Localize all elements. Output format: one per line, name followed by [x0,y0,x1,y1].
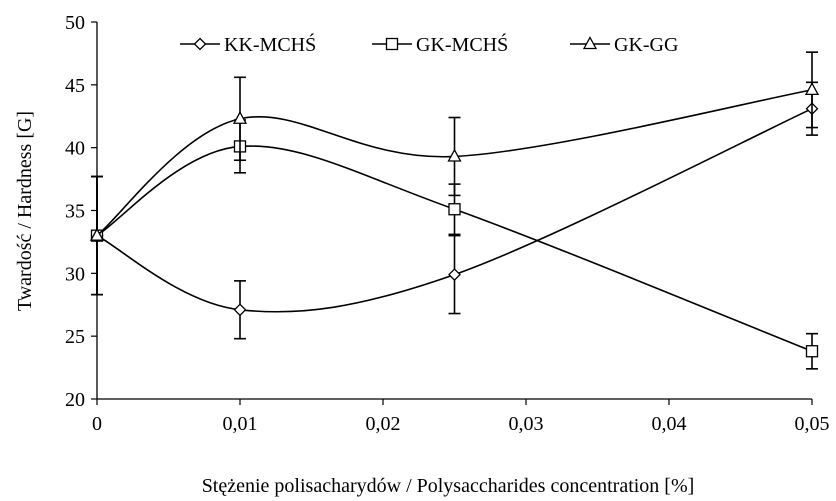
y-tick-label: 40 [65,138,85,160]
x-tick-label: 0,01 [223,413,258,435]
y-tick-label: 50 [65,12,85,34]
legend-marker [582,36,598,50]
legend-label: GK-MCHŚ [416,32,508,56]
legend-marker [385,37,399,51]
x-tick-label: 0,05 [795,413,830,435]
y-axis-title: Twardość / Hardness [G] [14,111,36,311]
data-point [805,345,819,358]
legend-label: GK-GG [614,34,678,56]
data-point [447,148,462,162]
data-point [448,268,461,282]
series-gk-gg [89,51,820,296]
legend: KK-MCHŚ GK-MCHŚ GK-GG [180,32,678,56]
y-tick-label: 20 [65,389,85,411]
x-tick-label: 0,03 [509,413,544,435]
series-line [96,145,813,352]
x-axis-title: Stężenie polisacharydów / Polysaccharide… [202,475,695,497]
data-point [448,203,461,216]
series-line [96,107,813,313]
x-tick-label: 0,04 [652,413,687,435]
data-point [89,227,105,241]
data-point [232,110,248,124]
y-axis-ticks: 20 25 30 35 40 45 50 [65,12,97,411]
series-line [96,89,813,237]
legend-marker [193,37,207,51]
y-tick-label: 45 [65,75,85,97]
y-tick-label: 25 [65,326,85,348]
data-point [804,82,820,96]
x-tick-label: 0 [92,413,102,435]
legend-item-kk-mchś: KK-MCHŚ [180,32,316,56]
y-tick-label: 30 [65,263,85,285]
x-axis-ticks: 0 0,01 0,02 0,03 0,04 0,05 [92,399,830,435]
y-tick-label: 35 [65,201,85,223]
legend-item-gk-gg: GK-GG [570,34,678,56]
legend-label: KK-MCHŚ [224,32,316,56]
series-group [89,51,820,370]
data-point [233,303,247,317]
x-tick-label: 0,02 [366,413,401,435]
legend-item-gk-mchś: GK-MCHŚ [372,32,508,56]
